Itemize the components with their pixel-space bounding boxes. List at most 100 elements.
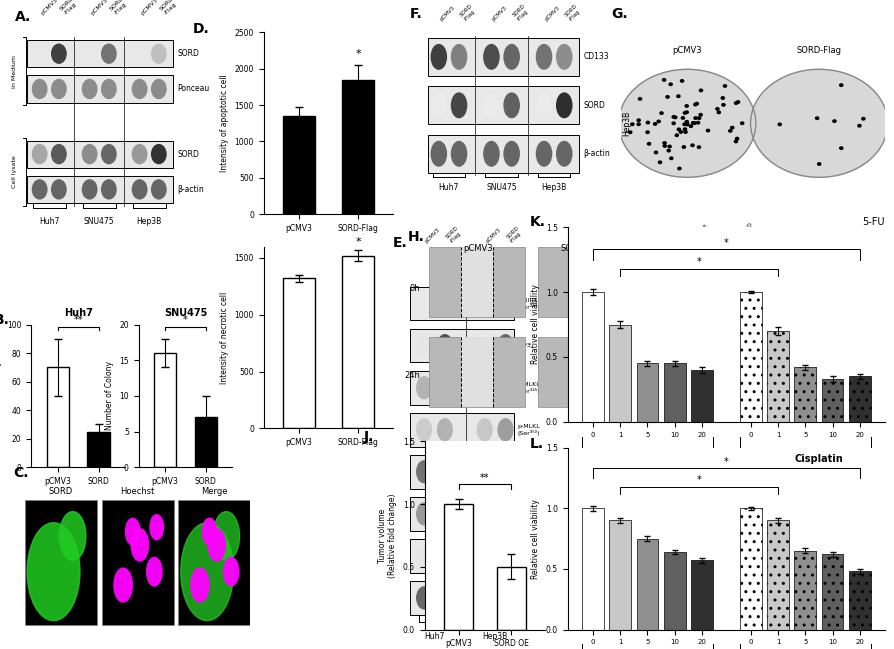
Text: SORD-Flag: SORD-Flag (797, 46, 841, 55)
Text: SORD
-Flag: SORD -Flag (511, 3, 530, 21)
Circle shape (697, 146, 701, 149)
Circle shape (694, 117, 697, 119)
Bar (637, 539, 658, 630)
Ellipse shape (417, 545, 432, 567)
Text: *: * (724, 457, 729, 467)
Ellipse shape (437, 335, 452, 356)
Text: pCMV3: pCMV3 (544, 5, 561, 21)
Text: *: * (183, 315, 188, 324)
Ellipse shape (82, 145, 97, 164)
Circle shape (678, 167, 681, 170)
Text: F.: F. (409, 7, 422, 21)
Ellipse shape (498, 419, 513, 441)
Bar (497, 567, 526, 630)
Bar (283, 278, 316, 428)
Text: Merge: Merge (201, 487, 228, 496)
Text: SORD: SORD (518, 554, 536, 558)
Bar (410, 329, 514, 363)
Circle shape (668, 145, 671, 148)
Text: *: * (696, 258, 702, 267)
Ellipse shape (557, 93, 572, 117)
Text: Hoechst: Hoechst (121, 487, 155, 496)
Circle shape (684, 130, 687, 133)
Ellipse shape (498, 377, 513, 398)
Ellipse shape (437, 377, 452, 398)
Bar (195, 417, 217, 467)
Text: C.: C. (13, 466, 29, 480)
Circle shape (672, 122, 675, 125)
Text: 24h: 24h (404, 371, 420, 380)
Ellipse shape (82, 79, 97, 99)
Text: L.: L. (529, 437, 544, 451)
Ellipse shape (437, 503, 452, 525)
Text: CD133: CD133 (584, 53, 609, 62)
Bar (88, 432, 110, 467)
Circle shape (736, 138, 738, 140)
Circle shape (735, 102, 738, 104)
Text: SORD
-Flag: SORD -Flag (445, 225, 464, 243)
Ellipse shape (477, 587, 492, 609)
Bar (663, 363, 686, 422)
Circle shape (685, 111, 688, 114)
Bar (767, 331, 789, 422)
Circle shape (699, 89, 703, 92)
Bar (178, 500, 250, 625)
Bar (659, 328, 760, 350)
Circle shape (740, 122, 744, 125)
Circle shape (682, 146, 686, 148)
Ellipse shape (102, 180, 116, 199)
Circle shape (683, 128, 687, 130)
Text: 0h: 0h (409, 284, 420, 293)
Ellipse shape (536, 45, 552, 69)
Bar (410, 581, 514, 615)
Bar (444, 504, 473, 630)
Text: N-cadherin: N-cadherin (765, 363, 807, 372)
Bar (410, 455, 514, 489)
Ellipse shape (536, 141, 552, 166)
Text: pCMV3: pCMV3 (485, 227, 502, 243)
Bar (461, 247, 493, 317)
Text: **: ** (480, 472, 490, 483)
Ellipse shape (498, 545, 513, 567)
Y-axis label: Tumor volume
(Relative fold change): Tumor volume (Relative fold change) (378, 493, 397, 578)
Ellipse shape (722, 332, 753, 346)
Circle shape (686, 123, 689, 126)
Bar (691, 561, 713, 630)
Bar (767, 520, 789, 630)
Text: SORD: SORD (584, 101, 605, 110)
Text: E-cadherin: E-cadherin (765, 334, 806, 343)
Circle shape (678, 128, 680, 130)
Text: SORD
-Flag: SORD -Flag (109, 0, 130, 16)
Text: H.: H. (408, 230, 425, 243)
Text: **: ** (73, 315, 83, 324)
Ellipse shape (451, 93, 467, 117)
Circle shape (669, 83, 672, 86)
Text: SORD-flag: SORD-flag (784, 461, 827, 470)
Circle shape (693, 122, 696, 125)
Circle shape (734, 140, 738, 143)
Circle shape (666, 95, 669, 98)
Bar (849, 376, 871, 422)
Bar (659, 356, 760, 378)
Ellipse shape (477, 377, 492, 398)
Text: pCMV3: pCMV3 (492, 5, 509, 21)
Bar (427, 135, 579, 173)
Circle shape (667, 149, 670, 152)
Text: β-actin: β-actin (518, 595, 539, 600)
Bar (582, 292, 603, 422)
Circle shape (208, 529, 225, 561)
Circle shape (114, 568, 132, 602)
Text: pCMV3: pCMV3 (39, 0, 59, 16)
Ellipse shape (431, 45, 446, 69)
Circle shape (147, 557, 162, 586)
Circle shape (683, 123, 686, 125)
Bar (663, 552, 686, 630)
Text: K.: K. (529, 215, 545, 230)
Text: SORD-Flag: SORD-Flag (561, 245, 606, 253)
Ellipse shape (102, 145, 116, 164)
Text: pCMV3: pCMV3 (424, 227, 441, 243)
Ellipse shape (484, 141, 499, 166)
Circle shape (677, 95, 680, 97)
Text: SNU475: SNU475 (486, 183, 517, 192)
Bar (25, 500, 97, 625)
